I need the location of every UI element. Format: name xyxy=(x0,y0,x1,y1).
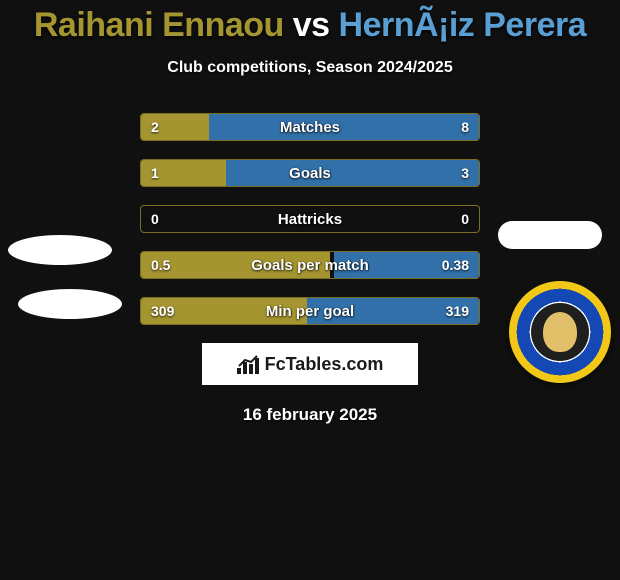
stats-area: 28Matches 13Goals 00Hattricks 0.50.38Goals … xyxy=(0,113,620,425)
date-text: 16 february 2025 xyxy=(0,405,620,425)
player2-avatar-placeholder xyxy=(498,221,602,249)
stat-row: 0.50.38Goals per match xyxy=(140,251,480,279)
stat-row: 00Hattricks xyxy=(140,205,480,233)
stat-row: 13Goals xyxy=(140,159,480,187)
fctables-text: FcTables.com xyxy=(265,354,384,375)
player1-avatar-placeholder xyxy=(8,235,112,265)
subtitle: Club competitions, Season 2024/2025 xyxy=(0,59,620,77)
chart-icon xyxy=(237,354,259,374)
club-badge-head-icon xyxy=(543,312,577,352)
stat-label: Matches xyxy=(141,119,479,136)
player2-name: HernÃ¡iz Perera xyxy=(339,6,587,44)
stat-row: 28Matches xyxy=(140,113,480,141)
stat-label: Hattricks xyxy=(141,211,479,228)
stat-label: Goals xyxy=(141,165,479,182)
title-vs: vs xyxy=(284,6,339,44)
stat-row: 309319Min per goal xyxy=(140,297,480,325)
player1-club-placeholder xyxy=(18,289,122,319)
stat-label: Goals per match xyxy=(141,257,479,274)
page-title: Raihani Ennaou vs HernÃ¡iz Perera xyxy=(0,6,620,45)
comparison-card: Raihani Ennaou vs HernÃ¡iz Perera Club c… xyxy=(0,0,620,425)
player2-club-badge xyxy=(509,281,611,383)
stat-label: Min per goal xyxy=(141,303,479,320)
player1-name: Raihani Ennaou xyxy=(34,6,284,44)
club-badge-inner xyxy=(531,303,589,361)
fctables-logo[interactable]: FcTables.com xyxy=(202,343,418,385)
